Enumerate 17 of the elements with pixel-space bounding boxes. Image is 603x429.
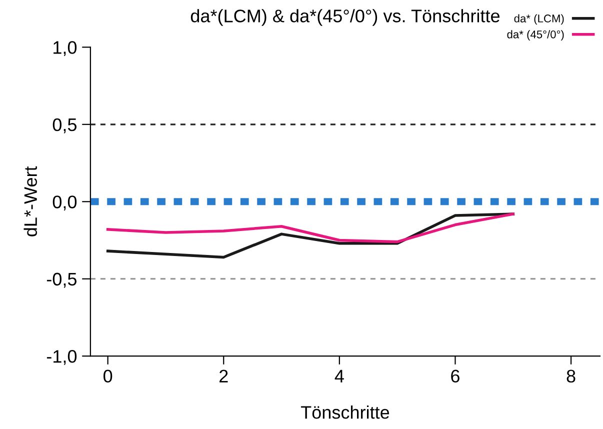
x-tick-label: 8: [566, 370, 576, 383]
x-tick-label: 0: [104, 370, 112, 383]
y-tick-label: -0,5: [46, 272, 76, 288]
legend-label: da* (LCM): [514, 14, 564, 25]
line-series: [106, 212, 515, 259]
x-axis-title: Tönschritte: [300, 406, 390, 419]
legend-label: da* (45°/0°): [507, 30, 564, 41]
line-series: [106, 212, 515, 244]
y-tick-label: 0,0: [52, 196, 77, 210]
y-axis-title: dL*-Wert: [24, 166, 38, 236]
x-tick-label: 4: [334, 370, 344, 382]
x-tick-label: 6: [451, 370, 460, 383]
y-tick-label: 0,5: [52, 118, 76, 134]
x-tick-label: 2: [220, 370, 228, 382]
chart-title: da*(LCM) & da*(45°/0°) vs. Tönschritte: [190, 9, 500, 26]
y-tick-label: -1,0: [46, 350, 77, 365]
y-tick-label: 1,0: [54, 41, 77, 56]
